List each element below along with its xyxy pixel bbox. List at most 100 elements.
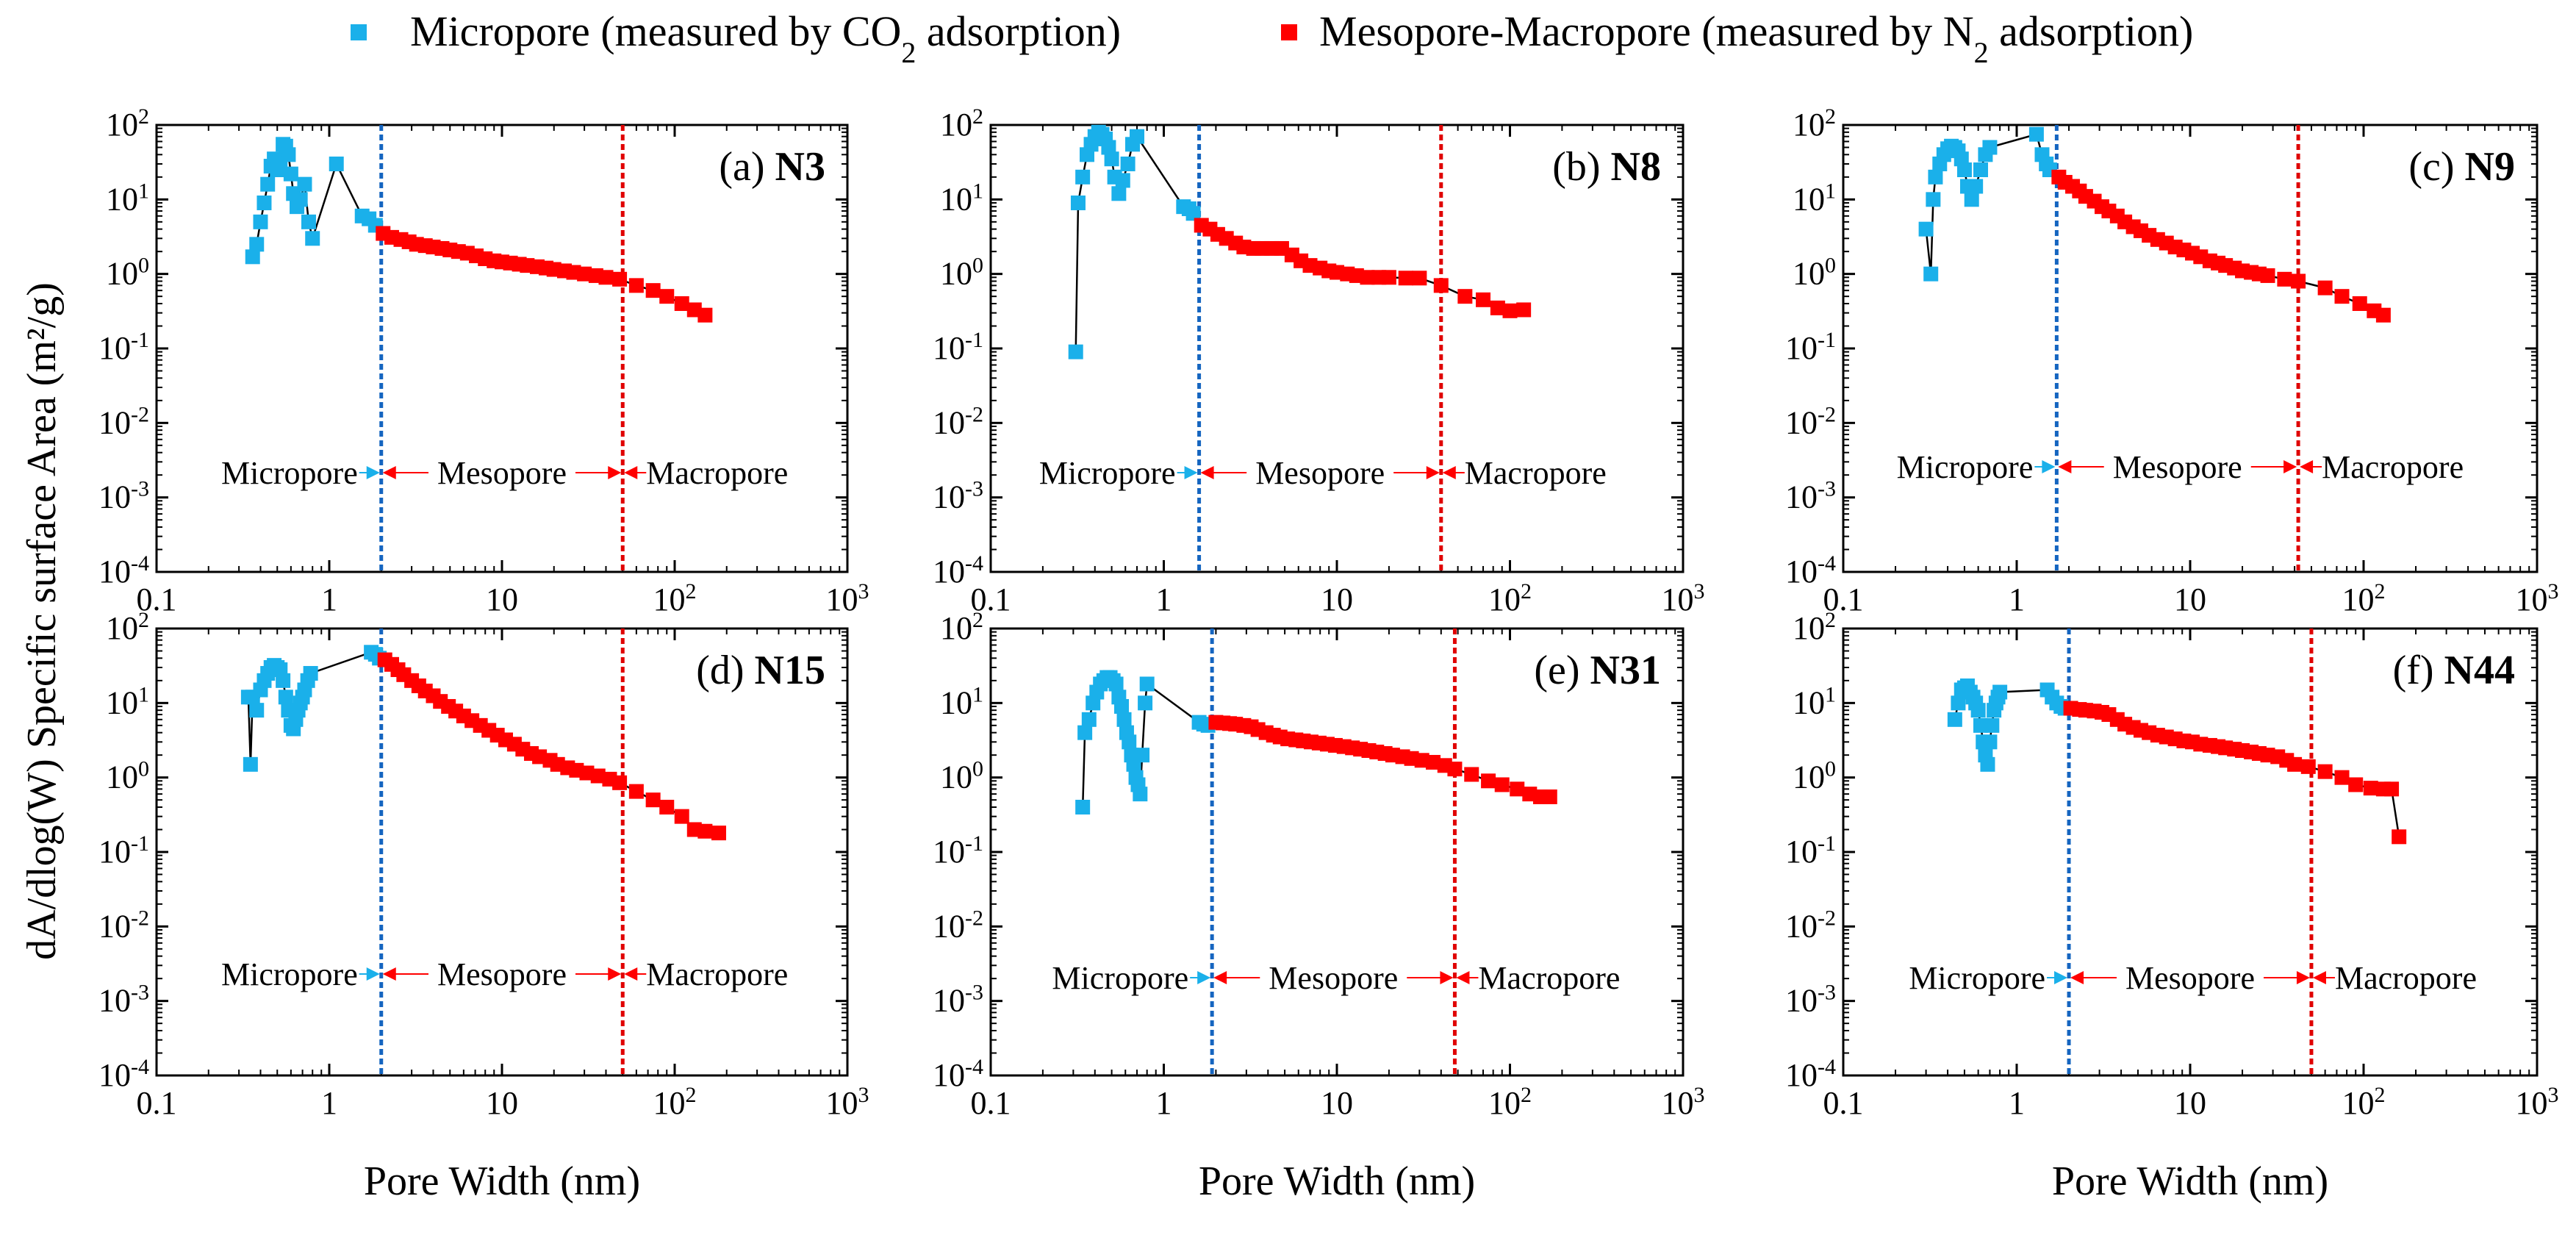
mesopore-macropore-series — [2063, 701, 2407, 845]
arrow-head-micro — [366, 466, 380, 479]
y-tick-label: 10-3 — [98, 980, 149, 1019]
mesopore-point — [1490, 300, 1505, 315]
mesopore-point — [1381, 270, 1396, 285]
micropore-point — [1120, 156, 1135, 171]
mesopore-point — [2352, 296, 2367, 311]
micropore-series — [1075, 670, 1216, 814]
y-tick-label: 102 — [940, 608, 983, 647]
panel-N3: 0.1 1 10 102 103 102 101 100 10-1 10-2 10-3 10-4 Mic… — [98, 104, 869, 618]
mesopore-point — [1481, 773, 1496, 789]
micropore-point — [1918, 221, 1934, 237]
mesopore-point — [2363, 781, 2378, 796]
x-tick-label: 103 — [826, 579, 869, 618]
region-label-macropore: Macropore — [1478, 960, 1620, 996]
y-tick-label: 101 — [1793, 179, 1836, 218]
y-tick-label: 10-4 — [98, 551, 149, 590]
micropore-point — [256, 195, 272, 210]
micropore-series — [1947, 678, 2073, 772]
mesopore-point — [590, 768, 606, 784]
data-connector-line — [1074, 131, 1524, 352]
x-tick-label: 102 — [2342, 579, 2386, 618]
x-tick-label: 1 — [321, 1085, 337, 1121]
x-tick-label: 1 — [2009, 1085, 2025, 1121]
x-tick-label: 10 — [2174, 1085, 2206, 1121]
mesopore-point — [2384, 781, 2400, 797]
micropore-point — [243, 756, 258, 772]
y-tick-label: 10-3 — [98, 476, 149, 515]
panel-N9: 0.1 1 10 102 103 102 101 100 10-1 10-2 10-3 10-4 Mic… — [1785, 104, 2559, 618]
mesopore-point — [2300, 759, 2316, 774]
panel-title: (c) N9 — [2408, 144, 2515, 190]
y-tick-label: 10-4 — [933, 1055, 983, 1094]
x-tick-label: 103 — [1662, 579, 1705, 618]
y-tick-label: 101 — [106, 682, 149, 721]
mesopore-point — [697, 823, 713, 839]
legend-label-1: Mesopore-Macropore (measured by N2 adsor… — [1319, 7, 2193, 69]
micropore-point — [293, 192, 308, 207]
micropore-point — [1973, 717, 1989, 733]
y-tick-label: 10-1 — [98, 328, 149, 367]
micropore-point — [1111, 186, 1127, 201]
x-tick-label: 0.1 — [137, 1085, 177, 1121]
arrow-head-meso-left — [1200, 466, 1214, 479]
micropore-point — [1964, 192, 1979, 207]
mesopore-point — [2317, 280, 2333, 296]
micropore-point — [1081, 712, 1097, 727]
y-axis-title: dA/dlog(W) Specific surface Area (m²/g) — [19, 282, 65, 960]
arrow-head-meso-right — [1426, 466, 1440, 479]
micropore-point — [305, 231, 320, 246]
x-tick-label: 10 — [2174, 581, 2206, 617]
arrow-head-meso-right — [608, 967, 622, 981]
mesopore-macropore-series — [376, 226, 713, 323]
micropore-series — [1068, 124, 1201, 359]
arrow-head-meso-left — [382, 967, 396, 981]
mesopore-point — [598, 270, 614, 285]
region-label-macropore: Macropore — [1465, 455, 1607, 491]
y-tick-label: 10-1 — [98, 831, 149, 870]
mesopore-macropore-series — [1208, 715, 1557, 804]
y-tick-label: 10-1 — [933, 831, 983, 870]
plot-frame — [1842, 123, 2539, 573]
mesopore-point — [2277, 271, 2292, 287]
y-tick-label: 102 — [940, 104, 983, 143]
micropore-point — [1114, 698, 1130, 714]
panel-title: (e) N31 — [1534, 648, 1661, 693]
y-tick-label: 10-3 — [1785, 980, 1836, 1019]
micropore-point — [249, 703, 265, 718]
mesopore-point — [1433, 278, 1449, 293]
micropore-point — [283, 166, 298, 182]
legend-marker-1 — [1281, 24, 1297, 40]
micropore-point — [297, 176, 312, 192]
x-tick-label: 1 — [2009, 581, 2025, 617]
x-tick-label: 1 — [321, 581, 337, 617]
micropore-point — [1982, 140, 1998, 155]
region-label-macropore: Macropore — [2335, 960, 2477, 996]
micropore-point — [1139, 676, 1155, 692]
mesopore-point — [1510, 781, 1525, 797]
arrow-head-micro — [1197, 971, 1211, 984]
arrow-head-meso-left — [1213, 971, 1227, 984]
micropore-point — [1108, 676, 1124, 692]
y-tick-label: 102 — [106, 608, 149, 647]
arrow-head-meso-right — [1440, 971, 1454, 984]
micropore-point — [1075, 799, 1091, 814]
region-label-mesopore: Mesopore — [437, 956, 567, 992]
legend-marker-0 — [351, 24, 367, 40]
y-tick-label: 10-4 — [1785, 1055, 1836, 1094]
mesopore-point — [697, 307, 713, 323]
region-label-micropore: Micropore — [221, 956, 358, 992]
y-tick-label: 10-2 — [98, 906, 149, 945]
legend-label-0: Micropore (measured by CO2 adsorption) — [410, 7, 1121, 69]
x-tick-label: 102 — [653, 1083, 697, 1122]
y-tick-label: 101 — [1793, 682, 1836, 721]
panel-title: (a) N3 — [719, 144, 825, 190]
mesopore-point — [659, 799, 675, 814]
micropore-point — [1068, 344, 1083, 359]
x-tick-label: 10 — [486, 581, 518, 617]
y-tick-label: 10-2 — [933, 906, 983, 945]
arrow-head-meso-right — [2296, 971, 2310, 984]
mesopore-point — [628, 278, 644, 293]
micropore-point — [1133, 787, 1148, 802]
region-label-macropore: Macropore — [2322, 449, 2464, 485]
